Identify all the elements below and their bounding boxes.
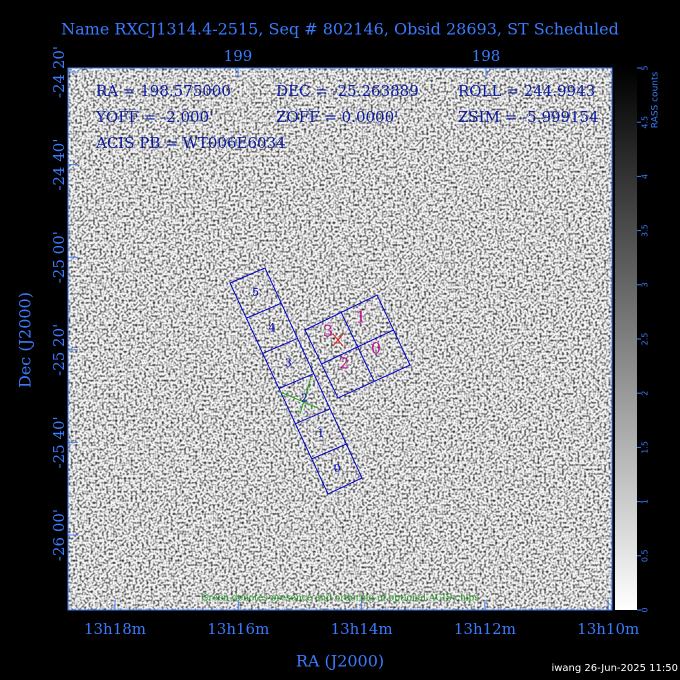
s-chip-label: 1	[317, 427, 324, 440]
i-chip-labels: 1 0 3 2	[323, 308, 381, 373]
footer: iwang 26-Jun-2025 11:50	[551, 663, 678, 674]
colorbar-tick-label: 5	[641, 65, 650, 70]
axis-ticks	[68, 68, 609, 610]
left-tick-label: -24 40'	[50, 139, 68, 191]
colorbar-tick-label: 0.5	[641, 549, 650, 562]
note: Green denotes presence and ordering of o…	[201, 594, 479, 604]
bottom-tick-label: 13h14m	[331, 620, 393, 638]
colorbar-tick-label: 1.5	[641, 441, 650, 454]
left-tick-label: -24 20'	[50, 46, 68, 98]
i-chip-label: 3	[323, 322, 333, 341]
i-chip-label: 0	[371, 339, 381, 358]
colorbar-tick-label: 4	[641, 174, 650, 179]
s-chip-labels: 5 4 3 2 1 0	[252, 286, 341, 475]
info-dec: DEC = -25.263889	[276, 82, 419, 100]
left-tick-label: -25 40'	[50, 416, 68, 468]
colorbar-label: RASS counts	[651, 71, 661, 128]
i-array-outline	[304, 294, 411, 399]
chip-edge	[246, 302, 282, 319]
s-chip-label: 0	[334, 462, 341, 475]
chip-edge	[262, 337, 298, 354]
info-zsim: ZSIM = -5.999154	[458, 108, 599, 126]
bottom-tick-label: 13h16m	[207, 620, 269, 638]
left-tick-label: -26 00'	[50, 509, 68, 561]
aimpoint-x	[332, 333, 344, 347]
colorbar-tick-label: 4.5	[641, 116, 650, 129]
i-array	[304, 294, 411, 399]
colorbar-tick-label: 3	[641, 282, 650, 287]
title: Name RXCJ1314.4-2515, Seq # 802146, Obsi…	[61, 20, 619, 39]
s-array	[229, 267, 363, 495]
x-axis-label: RA (J2000)	[296, 652, 384, 671]
green-cross	[279, 391, 319, 409]
left-tick-label: -25 00'	[50, 231, 68, 283]
colorbar-ticks: 0 0.5 1 1.5 2 2.5 3 3.5 4 4.5 5	[637, 65, 650, 613]
y-axis-label: Dec (J2000)	[16, 292, 35, 388]
info-pb: ACIS PB = WT006E6034	[95, 134, 286, 152]
chip-edge	[311, 443, 347, 460]
green-cross	[299, 376, 312, 415]
s-chip-label: 4	[268, 321, 275, 334]
colorbar-tick-label: 2.5	[641, 333, 650, 346]
i-chip-label: 2	[339, 354, 349, 373]
colorbar	[615, 68, 637, 610]
s-chip-label: 2	[301, 392, 308, 405]
top-tick-label: 199	[224, 47, 253, 65]
plot-frame	[67, 67, 613, 611]
sky-noise	[68, 68, 612, 610]
colorbar-tick-label: 1	[641, 499, 650, 504]
left-tick-label: -25 20'	[50, 324, 68, 376]
chip-edge	[321, 329, 394, 365]
colorbar-tick-label: 2	[641, 391, 650, 396]
s-chip-label: 5	[252, 286, 259, 299]
info-zoff: ZOFF = 0.0000'	[276, 108, 398, 126]
s-chip-label: 3	[285, 357, 292, 370]
bottom-tick-label: 13h12m	[454, 620, 516, 638]
bottom-tick-label: 13h18m	[84, 620, 146, 638]
chip-edge	[278, 373, 315, 390]
bottom-ticks: 13h18m 13h16m 13h14m 13h12m 13h10m	[84, 620, 639, 638]
bottom-tick-label: 13h10m	[577, 620, 639, 638]
top-tick-label: 198	[472, 47, 501, 65]
optional-chip-mark	[279, 376, 319, 415]
info-yoff: YOFF = -2.000'	[95, 108, 213, 126]
info-ra: RA = 198.575000	[96, 82, 231, 100]
colorbar-tick-label: 0	[641, 607, 650, 612]
left-ticks: -24 20' -24 40' -25 00' -25 20' -25 40' -26 0…	[50, 46, 68, 561]
info-roll: ROLL = 244.9943	[458, 82, 595, 100]
aimpoint	[332, 333, 344, 347]
i-chip-label: 1	[356, 308, 366, 327]
chip-edge	[295, 408, 331, 425]
colorbar-tick-label: 3.5	[641, 224, 650, 237]
